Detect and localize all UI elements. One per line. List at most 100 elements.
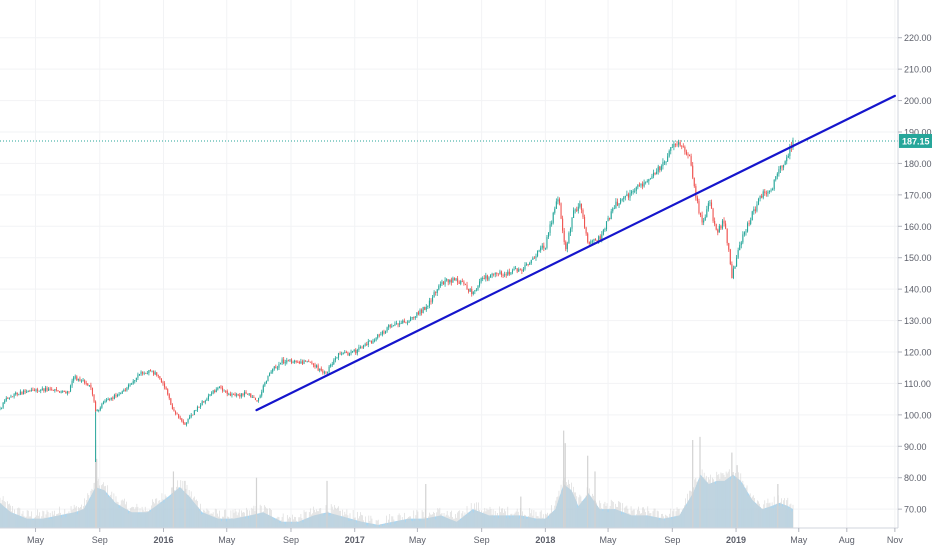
candle-body: [145, 372, 147, 374]
candle-body: [602, 229, 604, 235]
candle-body: [765, 192, 767, 194]
candle-body: [480, 278, 482, 282]
candle-body: [345, 351, 347, 353]
candle-body: [206, 399, 208, 401]
candle-body: [353, 349, 355, 352]
candle-body: [657, 166, 659, 172]
candle-body: [243, 391, 246, 396]
candle-body: [524, 264, 526, 270]
candle-body: [620, 199, 622, 204]
candle-body: [35, 389, 37, 391]
candle-body: [196, 406, 199, 411]
candle-body: [491, 273, 493, 276]
price-axis-label: 180.00: [904, 159, 932, 169]
candle-body: [381, 331, 383, 335]
candle-body: [714, 220, 716, 225]
candle-body: [538, 250, 540, 252]
candle-body: [569, 228, 572, 233]
candle-body: [189, 416, 191, 419]
candle-body: [439, 283, 441, 286]
candle-body: [96, 410, 98, 412]
candle-body: [99, 407, 101, 411]
candle-body: [526, 264, 528, 266]
candle-body: [461, 281, 463, 282]
price-axis-label: 140.00: [904, 285, 932, 295]
trend-line[interactable]: [255, 94, 896, 412]
candle-body: [554, 208, 556, 213]
candle-body: [1, 407, 3, 409]
candle-body: [65, 391, 67, 394]
trend-line-group[interactable]: [255, 94, 896, 412]
candle-body: [218, 386, 220, 389]
candle-body: [544, 247, 546, 249]
candlestick-series: [0, 137, 794, 462]
candle-body: [46, 387, 48, 391]
candle-body: [294, 360, 296, 363]
candle-body: [651, 176, 653, 179]
candle-body: [704, 216, 706, 221]
candle-body: [402, 320, 404, 324]
candle-body: [289, 359, 291, 361]
candle-body: [497, 273, 499, 275]
candle-body: [579, 203, 581, 207]
candle-body: [162, 382, 164, 384]
candle-body: [522, 269, 524, 272]
candle-body: [369, 340, 371, 342]
candle-body: [411, 317, 413, 319]
candle-body: [40, 389, 42, 391]
candle-body: [170, 398, 172, 405]
candle-body: [21, 391, 23, 395]
candle-body: [515, 268, 517, 270]
candle-body: [157, 375, 159, 377]
candle-body: [395, 323, 398, 325]
candle-body: [185, 422, 188, 425]
candle-body: [438, 285, 440, 290]
candle-body: [472, 291, 474, 295]
candle-body: [772, 189, 774, 191]
candle-body: [494, 273, 496, 275]
candle-body: [85, 383, 87, 384]
candle-body: [692, 165, 694, 178]
candle-body: [679, 142, 681, 146]
last-price-tag-label: 187.15: [902, 136, 930, 146]
candle-body: [599, 236, 601, 240]
candle-body: [513, 269, 515, 271]
candle-body: [435, 292, 437, 293]
candle-body: [419, 309, 421, 315]
candle-body: [358, 347, 360, 350]
candle-body: [707, 203, 709, 210]
candle-body: [322, 370, 324, 373]
candle-body: [584, 217, 586, 228]
candle-body: [55, 389, 57, 391]
candle-body: [176, 413, 178, 415]
candle-body: [160, 378, 162, 383]
candle-body: [388, 325, 390, 328]
candle-body: [159, 376, 161, 379]
candle-body: [676, 144, 678, 146]
candle-body: [201, 401, 203, 406]
candle-body: [239, 395, 241, 397]
candle-body: [107, 398, 109, 401]
candle-body: [663, 161, 666, 163]
candle-body: [693, 177, 695, 187]
candle-body: [646, 181, 648, 183]
price-axis-label: 220.00: [904, 33, 932, 43]
candle-body: [330, 364, 332, 367]
price-axis-label: 110.00: [904, 379, 931, 389]
candle-body: [283, 359, 285, 364]
candle-body: [601, 234, 603, 240]
candle-body: [273, 366, 275, 369]
candle-body: [685, 151, 687, 155]
candle-body: [792, 140, 794, 149]
candle-body: [761, 195, 763, 198]
candle-body: [598, 236, 600, 241]
candle-body: [555, 201, 557, 209]
candle-body: [164, 383, 166, 388]
candle-body: [754, 209, 756, 211]
candle-body: [742, 234, 744, 243]
candle-body: [698, 201, 700, 214]
candle-body: [356, 349, 358, 354]
candle-body: [568, 232, 570, 244]
